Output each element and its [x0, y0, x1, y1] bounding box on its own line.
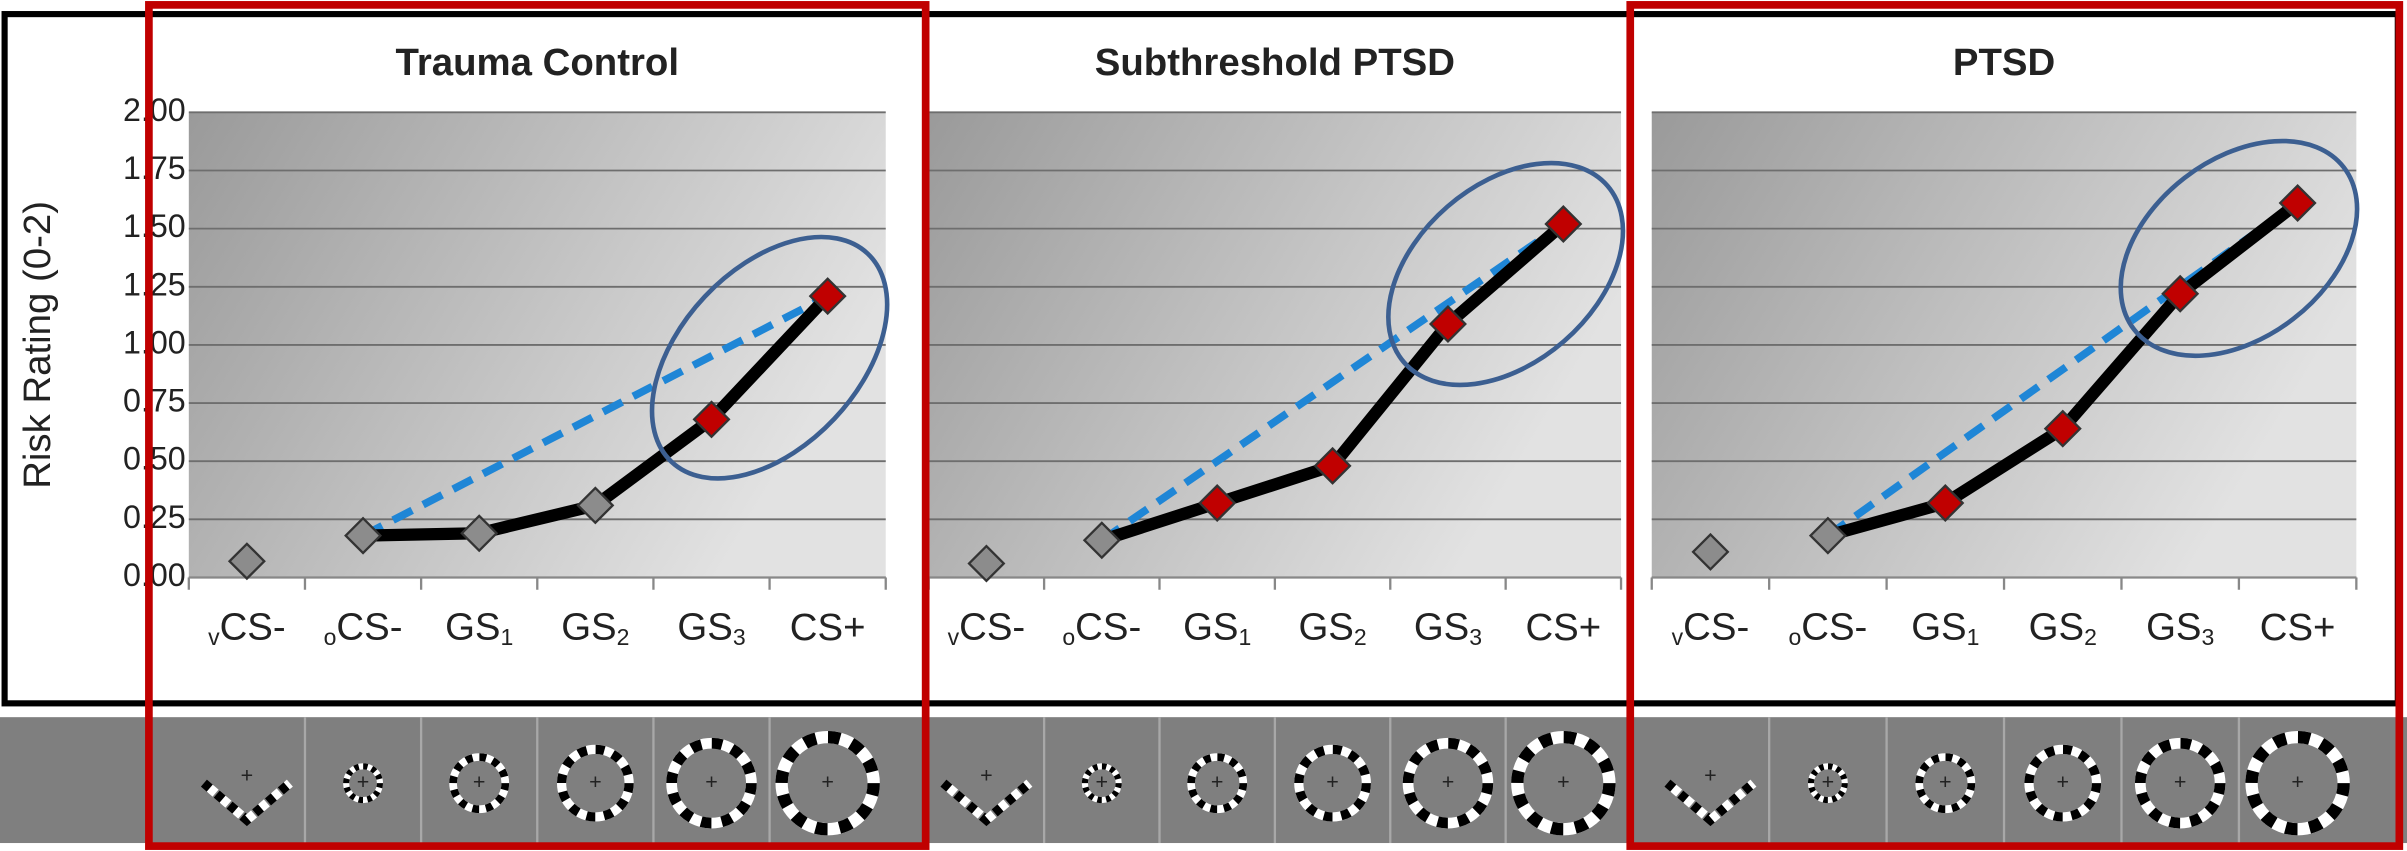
stimulus-v [200, 779, 293, 827]
x-tick-label: GS1 [1183, 606, 1251, 650]
marker [1082, 521, 1121, 560]
stimulus-ring [1402, 737, 1494, 829]
x-tick-label: GS3 [2146, 606, 2214, 650]
fixation: + [473, 770, 486, 794]
fixation: + [705, 770, 718, 794]
y-tick-label: 0.00 [123, 557, 186, 593]
x-tick-label: oCS- [324, 606, 403, 650]
stimulus-ring [2134, 737, 2226, 829]
y-tick-label: 0.25 [123, 499, 186, 535]
y-tick-label: 1.50 [123, 208, 186, 244]
highlight-box [145, 1, 930, 850]
fixation: + [1326, 770, 1339, 794]
reference-line [361, 292, 830, 540]
highlight-box [1626, 1, 2404, 850]
x-tick-label: vCS- [948, 606, 1026, 650]
stimulus-ring [1081, 763, 1122, 804]
highlight-ellipse [649, 234, 890, 481]
stimulus-ring [343, 763, 384, 804]
chart-title: Trauma Control [396, 41, 679, 84]
marker [967, 544, 1006, 583]
marker [1428, 304, 1467, 343]
marker [344, 516, 383, 555]
marker [692, 400, 731, 439]
marker [1926, 484, 1965, 523]
x-tick-label: GS1 [445, 606, 513, 650]
y-tick-label: 0.75 [123, 383, 186, 419]
stimulus-ring [2245, 730, 2350, 836]
stimulus-ring [556, 744, 634, 822]
stimulus-ring [1915, 753, 1976, 814]
x-tick-label: vCS- [1672, 606, 1750, 650]
fixation: + [589, 770, 602, 794]
marker [808, 277, 847, 316]
stimulus-ring [1294, 744, 1371, 822]
stimulus-v [1664, 779, 1757, 827]
fixation: + [241, 764, 254, 788]
fixation: + [821, 770, 834, 794]
highlight-ellipse [1386, 160, 1626, 388]
y-tick-label: 1.25 [123, 266, 186, 302]
x-tick-label: vCS- [208, 606, 286, 650]
x-tick-label: GS2 [561, 606, 629, 650]
stimulus-v [200, 779, 293, 827]
x-tick-label: GS2 [2029, 606, 2097, 650]
charts: Trauma Control Risk Rating (0-2) 0.00 0.25 0… [16, 41, 2360, 844]
fixation: + [1442, 770, 1455, 794]
x-tick-label: CS+ [2260, 606, 2336, 649]
fixation: + [2056, 770, 2069, 794]
stimulus-ring [666, 737, 757, 829]
x-tick-label: CS+ [1525, 606, 1601, 649]
y-tick-label: 0.50 [123, 441, 186, 477]
y-tick-label: 1.00 [123, 324, 186, 360]
stimulus-ring [1187, 753, 1248, 814]
stimulus-ring [1807, 763, 1848, 804]
fixation: + [1939, 770, 1952, 794]
x-tick-label: GS3 [677, 606, 745, 650]
stimulus-v [940, 779, 1033, 827]
stimulus-ring [775, 730, 880, 836]
fixation: + [1211, 770, 1224, 794]
stimulus-ring [449, 753, 510, 814]
stimulus-ring [1511, 730, 1616, 836]
marker [1544, 204, 1583, 243]
marker [227, 542, 266, 581]
fixation: + [357, 770, 370, 794]
chart-title: Subthreshold PTSD [1095, 41, 1455, 84]
marker [1691, 532, 1730, 571]
x-tick-label: GS1 [1911, 606, 1979, 650]
marker [576, 486, 615, 525]
stimulus-v [940, 779, 1033, 827]
x-tick-label: oCS- [1062, 606, 1141, 650]
marker [1313, 446, 1352, 485]
marker [2043, 409, 2082, 448]
fixation: + [1704, 764, 1717, 788]
chart-title: PTSD [1953, 41, 2055, 84]
y-axis-label: Risk Rating (0-2) [16, 201, 59, 489]
fixation: + [2291, 770, 2304, 794]
stimulus-v [1664, 779, 1757, 827]
fixation: + [1557, 770, 1570, 794]
marker [2278, 184, 2317, 223]
reference-line [1099, 220, 1566, 544]
highlight-ellipse [2118, 138, 2360, 359]
marker [1808, 516, 1847, 555]
marker [460, 514, 499, 553]
y-tick-label: 1.75 [123, 150, 186, 186]
y-tick-label: 2.00 [123, 92, 186, 128]
marker [1198, 484, 1237, 523]
x-tick-label: oCS- [1788, 606, 1867, 650]
x-tick-label: GS3 [1414, 606, 1482, 650]
x-tick-label: CS+ [790, 606, 866, 649]
stimulus-strip [0, 717, 2407, 844]
fixation: + [1096, 770, 1109, 794]
stimulus-ring [2024, 744, 2102, 822]
fixation: + [980, 764, 993, 788]
marker [2161, 274, 2200, 313]
x-tick-label: GS2 [1298, 606, 1366, 650]
fixation: + [2174, 770, 2187, 794]
fixation: + [1822, 770, 1835, 794]
